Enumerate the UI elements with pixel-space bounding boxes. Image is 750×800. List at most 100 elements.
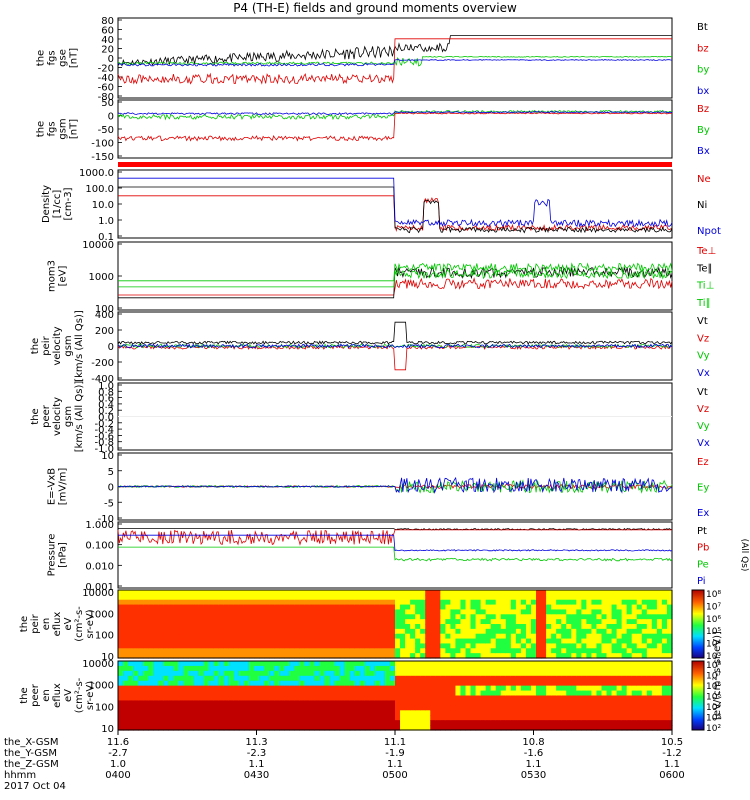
heatmap-cell — [173, 599, 180, 606]
heatmap-cell — [435, 599, 441, 606]
heatmap-cell — [500, 695, 507, 702]
heatmap-cell — [515, 695, 522, 702]
heatmap-cell — [581, 628, 587, 635]
heatmap-cell — [233, 643, 240, 649]
heatmap-cell — [349, 619, 356, 625]
heatmap-cell — [193, 619, 200, 625]
heatmap-cell — [485, 624, 492, 630]
heatmap-cell — [359, 715, 366, 721]
heatmap-cell — [314, 685, 321, 692]
heatmap-cell — [571, 705, 577, 711]
heatmap-cell — [651, 710, 658, 716]
heatmap-cell — [389, 720, 396, 726]
heatmap-cell — [354, 700, 361, 706]
heatmap-cell — [314, 675, 321, 682]
heatmap-cell — [500, 648, 507, 654]
heatmap-cell — [500, 665, 507, 672]
heatmap-cell — [138, 665, 144, 672]
heatmap-cell — [561, 590, 567, 596]
heatmap-cell — [626, 643, 633, 649]
heatmap-cell — [153, 700, 159, 706]
heatmap-cell — [601, 710, 608, 716]
heatmap-cell — [354, 599, 361, 606]
heatmap-cell — [319, 661, 326, 667]
heatmap-cell — [253, 715, 260, 721]
heatmap-cell — [183, 670, 190, 677]
heatmap-cell — [440, 599, 446, 606]
heatmap-cell — [264, 665, 270, 672]
heatmap-cell — [420, 594, 426, 601]
legend-Bz: Bz — [697, 104, 709, 115]
heatmap-cell — [410, 685, 416, 692]
heatmap-cell — [440, 725, 446, 731]
heatmap-cell — [248, 665, 255, 672]
heatmap-cell — [339, 590, 346, 596]
heatmap-cell — [435, 695, 441, 702]
heatmap-cell — [485, 700, 492, 706]
heatmap-cell — [279, 710, 285, 716]
heatmap-cell — [626, 633, 633, 640]
heatmap-cell — [178, 633, 185, 640]
heatmap-cell — [369, 725, 376, 731]
heatmap-cell — [546, 604, 552, 611]
heatmap-cell — [233, 604, 240, 611]
heatmap-cell — [123, 675, 129, 682]
heatmap-cell — [279, 675, 285, 682]
heatmap-cell — [435, 725, 441, 731]
heatmap-cell — [450, 675, 457, 682]
heatmap-cell — [233, 661, 240, 667]
heatmap-cell — [661, 720, 668, 726]
y-axis-label: mom3[eV] — [47, 260, 69, 292]
heatmap-cell — [379, 661, 386, 667]
heatmap-cell — [641, 653, 648, 659]
heatmap-cell — [646, 700, 653, 706]
heatmap-cell — [319, 720, 326, 726]
heatmap-cell — [178, 665, 185, 672]
heatmap-cell — [153, 710, 159, 716]
heatmap-cell — [636, 690, 643, 697]
heatmap-cell — [581, 690, 587, 697]
heatmap-cell — [349, 715, 356, 721]
right-axis-label: (All Qs) — [739, 539, 749, 572]
heatmap-cell — [364, 680, 371, 687]
heatmap-cell — [344, 599, 351, 606]
heatmap-cell — [586, 661, 593, 667]
heatmap-cell — [314, 665, 321, 672]
heatmap-cell — [586, 685, 593, 692]
heatmap-cell — [228, 638, 235, 645]
heatmap-cell — [641, 690, 648, 697]
heatmap-cell — [420, 675, 426, 682]
heatmap-cell — [586, 710, 593, 716]
heatmap-cell — [364, 594, 371, 601]
heatmap-cell — [536, 653, 542, 659]
heatmap-cell — [118, 695, 124, 702]
heatmap-cell — [133, 609, 139, 615]
heatmap-cell — [596, 690, 603, 697]
heatmap-cell — [591, 648, 598, 654]
heatmap-cell — [455, 643, 462, 649]
heatmap-cell — [374, 594, 381, 601]
heatmap-cell — [319, 715, 326, 721]
heatmap-cell — [203, 705, 210, 711]
heatmap-cell — [269, 594, 275, 601]
heatmap-cell — [646, 720, 653, 726]
heatmap-cell — [616, 690, 623, 697]
heatmap-cell — [530, 604, 537, 611]
heatmap-cell — [601, 705, 608, 711]
heatmap-cell — [576, 648, 582, 654]
heatmap-cell — [646, 638, 653, 645]
heatmap-cell — [470, 599, 477, 606]
heatmap-cell — [354, 695, 361, 702]
heatmap-cell — [480, 599, 487, 606]
heatmap-cell — [354, 619, 361, 625]
heatmap-cell — [344, 653, 351, 659]
heatmap-cell — [118, 665, 124, 672]
heatmap-cell — [178, 710, 185, 716]
heatmap-cell — [284, 705, 290, 711]
heatmap-cell — [178, 594, 185, 601]
heatmap-cell — [304, 715, 310, 721]
y-axis-label-line: peer — [41, 404, 52, 428]
heatmap-cell — [465, 594, 472, 601]
heatmap-cell — [369, 700, 376, 706]
heatmap-cell — [374, 653, 381, 659]
